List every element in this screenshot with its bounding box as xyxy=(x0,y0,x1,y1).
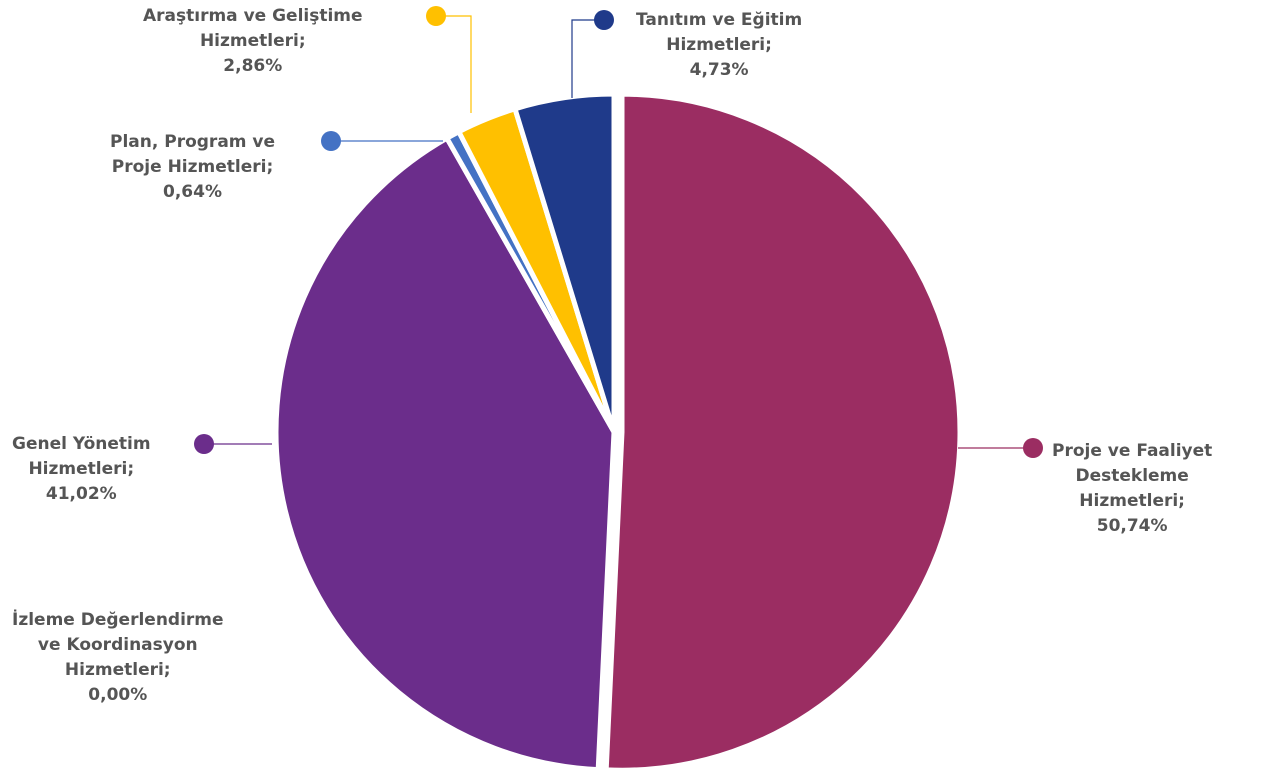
label-plan-program: Plan, Program ve Proje Hizmetleri; 0,64% xyxy=(110,130,275,205)
label-line: Proje ve Faaliyet xyxy=(1052,441,1213,461)
leader-line xyxy=(571,19,604,98)
label-line: İzleme Değerlendirme xyxy=(12,610,224,630)
label-tanitim: Tanıtım ve Eğitim Hizmetleri; 4,73% xyxy=(636,8,802,83)
label-izleme: İzleme Değerlendirme ve Koordinasyon Hiz… xyxy=(12,608,224,708)
label-line: ve Koordinasyon xyxy=(37,635,198,655)
label-line: Genel Yönetim xyxy=(12,434,151,454)
label-proje-faaliyet: Proje ve Faaliyet Destekleme Hizmetleri;… xyxy=(1052,439,1212,539)
label-line: Araştırma ve Geliştime xyxy=(143,6,363,26)
label-line: Destekleme xyxy=(1075,466,1189,486)
value-label: 41,02% xyxy=(45,484,117,504)
value-label: 2,86% xyxy=(223,56,283,76)
leader-dot-marker xyxy=(1023,438,1043,458)
pie-slice xyxy=(603,91,963,771)
label-line: Hizmetleri; xyxy=(64,660,171,680)
leader-dot-marker xyxy=(194,434,214,454)
pie-slice xyxy=(512,91,617,435)
leader-line xyxy=(436,15,472,113)
label-arastirma: Araştırma ve Geliştime Hizmetleri; 2,86% xyxy=(143,4,363,79)
leader-dot-marker xyxy=(594,10,614,30)
label-line: Tanıtım ve Eğitim xyxy=(636,10,803,30)
label-line: Hizmetleri; xyxy=(199,31,306,51)
value-label: 4,73% xyxy=(689,60,749,80)
label-line: Proje Hizmetleri; xyxy=(111,157,274,177)
label-line: Hizmetleri; xyxy=(1079,491,1185,511)
label-line: Plan, Program ve xyxy=(110,132,276,152)
leader-dot-marker xyxy=(426,6,446,26)
label-genel-yonetim: Genel Yönetim Hizmetleri; 41,02% xyxy=(12,432,151,507)
value-label: 50,74% xyxy=(1096,516,1168,536)
pie-slice xyxy=(273,135,617,771)
value-label: 0,64% xyxy=(163,182,222,202)
leader-dot-marker xyxy=(321,131,341,151)
label-line: Hizmetleri; xyxy=(666,35,772,55)
label-line: Hizmetleri; xyxy=(28,459,135,479)
value-label: 0,00% xyxy=(88,685,148,705)
